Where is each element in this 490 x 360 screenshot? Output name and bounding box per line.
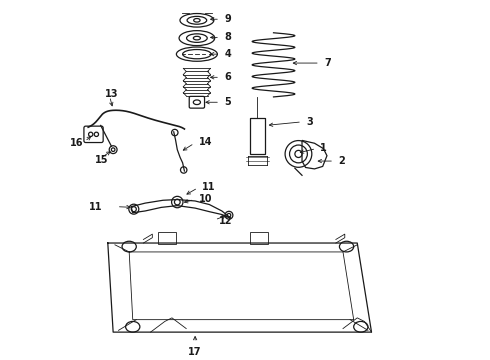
Text: 17: 17 xyxy=(188,347,202,357)
Text: 9: 9 xyxy=(224,14,231,24)
Text: 6: 6 xyxy=(224,72,231,82)
Text: 4: 4 xyxy=(224,49,231,59)
Text: 2: 2 xyxy=(339,156,345,166)
Text: 11: 11 xyxy=(202,182,216,192)
Bar xyxy=(158,232,175,244)
Text: 10: 10 xyxy=(198,194,212,204)
Bar xyxy=(250,118,265,154)
Text: 16: 16 xyxy=(71,138,84,148)
Text: 1: 1 xyxy=(320,143,327,153)
Text: 12: 12 xyxy=(219,216,232,226)
Text: 3: 3 xyxy=(306,117,313,127)
Text: 13: 13 xyxy=(105,89,119,99)
Bar xyxy=(250,232,268,244)
Text: 15: 15 xyxy=(95,156,108,165)
Text: 8: 8 xyxy=(224,32,231,42)
Text: 14: 14 xyxy=(198,137,212,147)
Text: 7: 7 xyxy=(324,58,331,68)
Text: 5: 5 xyxy=(224,97,231,107)
Text: 11: 11 xyxy=(89,202,102,212)
